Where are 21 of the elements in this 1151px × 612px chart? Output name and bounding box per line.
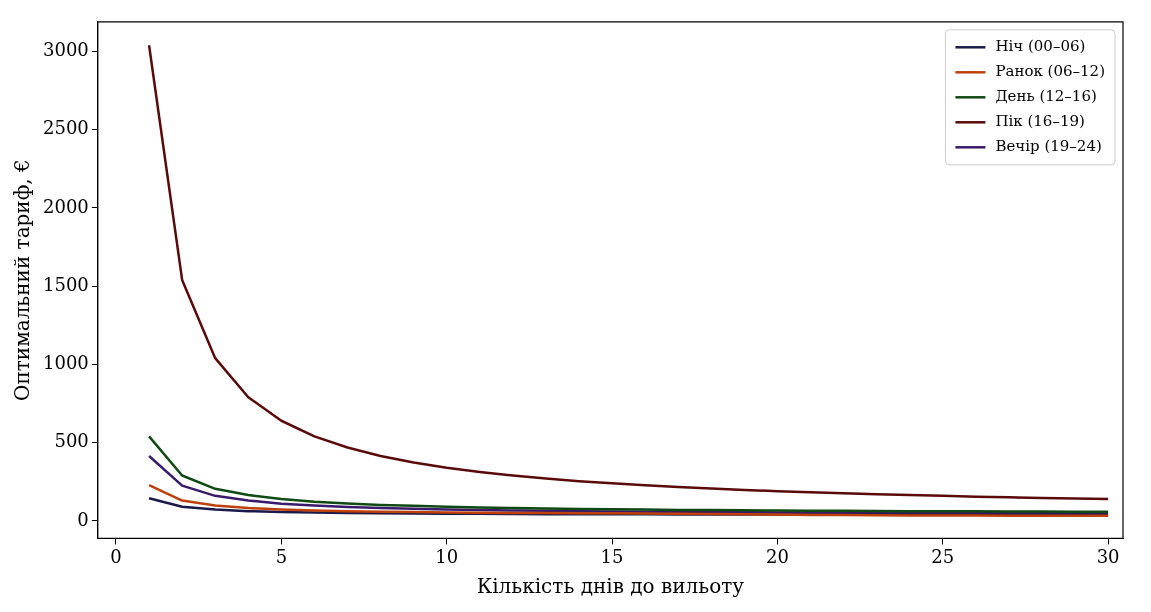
- x-tick-label: 25: [931, 545, 955, 567]
- x-tick-label: 20: [765, 545, 789, 567]
- y-tick-label: 3000: [43, 39, 89, 61]
- y-tick-label: 0: [77, 508, 89, 530]
- legend-label: Ранок (06–12): [995, 62, 1106, 81]
- x-tick-label: 15: [600, 545, 624, 567]
- y-tick-label: 2500: [43, 117, 89, 139]
- x-tick-label: 5: [275, 545, 288, 567]
- x-tick-label: 0: [110, 545, 122, 567]
- y-axis-title: Оптимальний тариф, €: [10, 159, 35, 401]
- x-tick-label: 10: [435, 545, 459, 567]
- legend-label: Вечір (19–24): [995, 137, 1102, 156]
- x-tick-label: 30: [1096, 545, 1120, 567]
- y-tick-label: 500: [54, 430, 89, 452]
- y-tick-label: 1500: [43, 273, 89, 295]
- legend-label: День (12–16): [995, 87, 1097, 106]
- y-tick-label: 2000: [43, 195, 89, 217]
- x-axis-title: Кількість днів до вильоту: [476, 574, 745, 599]
- y-tick-label: 1000: [43, 352, 89, 374]
- legend-label: Пік (16–19): [995, 112, 1085, 131]
- legend-label: Ніч (00–06): [995, 37, 1086, 56]
